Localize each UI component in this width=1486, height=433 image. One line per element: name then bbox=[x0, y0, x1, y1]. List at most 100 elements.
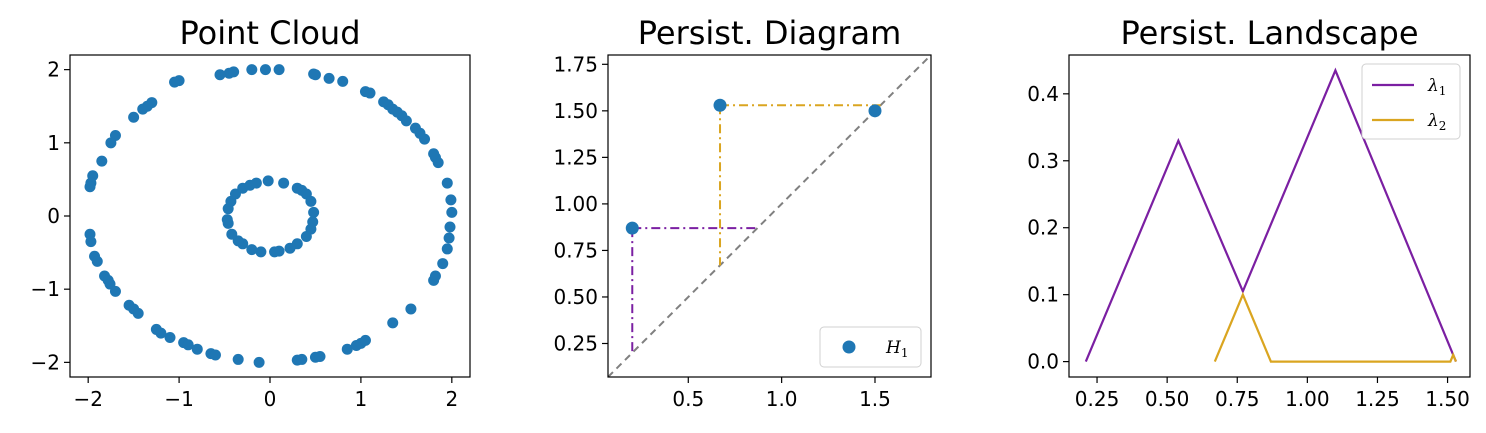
y-tick-label: 0 bbox=[47, 204, 60, 228]
y-tick-label: 1.50 bbox=[553, 99, 598, 123]
axes-frame bbox=[1068, 54, 1471, 378]
data-point bbox=[214, 69, 226, 81]
data-point bbox=[128, 111, 140, 123]
legend: H1 bbox=[819, 326, 922, 368]
legend-marker bbox=[842, 340, 856, 354]
data-point bbox=[132, 307, 144, 319]
chart-panel-1: Point Cloud −2 −1 0 1 2 −2 −1 0 1 2 bbox=[31, 14, 471, 411]
data-point bbox=[246, 64, 258, 76]
chart-panel-2: Persist. Diagram 0.5 1.0 1.5 0.25 0.50 0.75 1.0… bbox=[553, 14, 932, 411]
y-tick-label: 0.2 bbox=[1027, 216, 1059, 240]
diagonal-line bbox=[608, 55, 931, 377]
data-point bbox=[253, 356, 265, 368]
data-point bbox=[378, 96, 390, 108]
plot-area bbox=[1084, 67, 1457, 363]
x-tick-label: 0.50 bbox=[1145, 387, 1190, 411]
chart-title: Persist. Diagram bbox=[638, 14, 902, 52]
chart-title: Point Cloud bbox=[179, 14, 360, 52]
chart-title: Persist. Landscape bbox=[1120, 14, 1418, 52]
data-point bbox=[296, 353, 308, 365]
data-point bbox=[84, 181, 96, 193]
axes-frame bbox=[69, 54, 471, 378]
legend-subscript: 2 bbox=[1439, 119, 1447, 133]
x-tick-label: 1.0 bbox=[766, 387, 798, 411]
legend-box bbox=[819, 326, 922, 368]
data-point bbox=[437, 258, 449, 270]
y-tick-label: −2 bbox=[31, 350, 60, 374]
diagram-point bbox=[713, 98, 727, 112]
data-point bbox=[91, 255, 103, 267]
data-point bbox=[191, 343, 203, 355]
data-point bbox=[182, 339, 194, 351]
x-tick-label: 0 bbox=[264, 387, 277, 411]
data-point bbox=[85, 236, 97, 248]
data-point bbox=[314, 351, 326, 363]
data-point bbox=[246, 244, 258, 256]
y-tick-label: 1.75 bbox=[553, 52, 598, 76]
data-point bbox=[250, 177, 262, 189]
chart-panel-3: Persist. Landscape 0.25 0.50 0.75 1.00 1.25 1.… bbox=[1027, 14, 1471, 411]
y-tick-label: 1.00 bbox=[553, 192, 598, 216]
data-point bbox=[359, 86, 371, 98]
data-point bbox=[337, 75, 349, 87]
x-tick-label: −2 bbox=[73, 387, 102, 411]
data-point bbox=[446, 206, 458, 218]
x-tick-label: 0.5 bbox=[672, 387, 704, 411]
data-point bbox=[232, 353, 244, 365]
y-tick-label: 1.25 bbox=[553, 145, 598, 169]
series-line bbox=[1084, 67, 1457, 363]
y-tick-label: 0.0 bbox=[1027, 350, 1059, 374]
x-tick-label: 0.25 bbox=[1075, 387, 1120, 411]
y-tick-label: 0.50 bbox=[553, 285, 598, 309]
diagram-point bbox=[625, 221, 639, 235]
data-point bbox=[269, 246, 281, 258]
plot-area bbox=[84, 64, 458, 368]
legend-subscript: 1 bbox=[1439, 84, 1447, 98]
data-point bbox=[359, 334, 371, 346]
data-point bbox=[278, 177, 290, 189]
plot-area bbox=[608, 55, 931, 377]
data-point bbox=[169, 76, 181, 88]
data-point bbox=[308, 206, 320, 218]
data-point bbox=[308, 68, 320, 80]
y-tick-label: 0.75 bbox=[553, 238, 598, 262]
data-point bbox=[164, 331, 176, 343]
axes-frame bbox=[607, 54, 932, 378]
data-point bbox=[273, 64, 285, 76]
data-point bbox=[428, 148, 440, 160]
data-point bbox=[444, 221, 456, 233]
data-point bbox=[226, 228, 238, 240]
data-point bbox=[323, 72, 335, 84]
data-point bbox=[109, 285, 121, 297]
y-tick-label: 0.4 bbox=[1027, 82, 1059, 106]
data-point bbox=[105, 137, 117, 149]
y-tick-label: 2 bbox=[47, 58, 60, 82]
x-tick-label: 1 bbox=[355, 387, 368, 411]
x-tick-label: 2 bbox=[445, 387, 458, 411]
x-tick-label: 0.75 bbox=[1215, 387, 1260, 411]
data-point bbox=[387, 317, 399, 329]
data-point bbox=[441, 243, 453, 255]
x-tick-label: 1.00 bbox=[1285, 387, 1330, 411]
data-point bbox=[284, 242, 296, 254]
diagram-point bbox=[868, 104, 882, 118]
data-point bbox=[228, 66, 240, 78]
data-point bbox=[155, 327, 167, 339]
x-tick-label: 1.25 bbox=[1355, 387, 1400, 411]
data-point bbox=[96, 155, 108, 167]
y-tick-label: 0.1 bbox=[1027, 283, 1059, 307]
data-point bbox=[341, 343, 353, 355]
x-tick-label: −1 bbox=[164, 387, 193, 411]
data-point bbox=[305, 195, 317, 207]
data-point bbox=[255, 246, 267, 258]
series-line bbox=[1213, 291, 1457, 363]
data-point bbox=[221, 214, 233, 226]
data-point bbox=[429, 270, 441, 282]
data-point bbox=[209, 349, 221, 361]
y-tick-label: −1 bbox=[31, 277, 60, 301]
data-point bbox=[137, 103, 149, 115]
data-point bbox=[441, 177, 453, 189]
y-tick-label: 0.25 bbox=[553, 331, 598, 355]
